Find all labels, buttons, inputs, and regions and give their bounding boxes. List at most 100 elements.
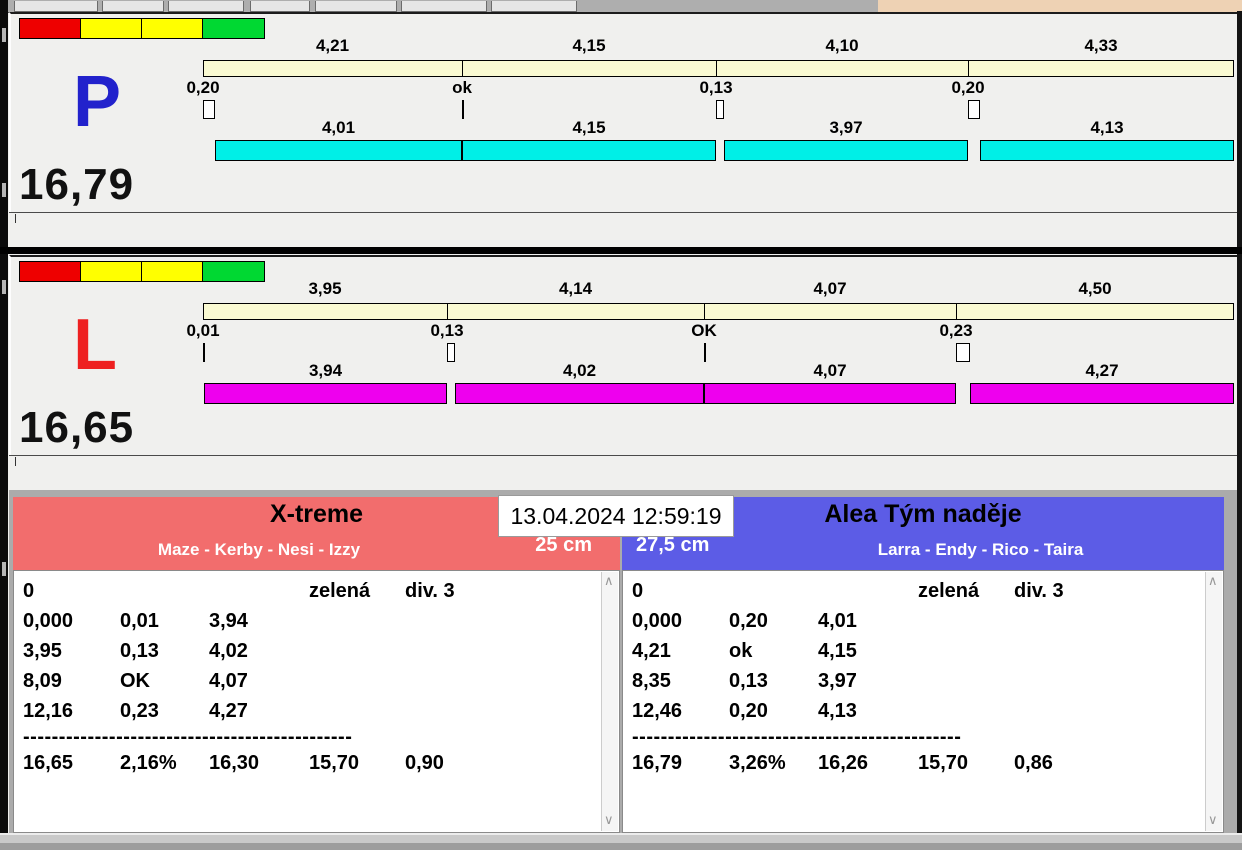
result-cell: ok [729, 640, 753, 662]
split-time-label: 3,95 [308, 279, 342, 298]
result-row: 16,65 2,16% 16,30 15,70 0,90 [14, 748, 619, 778]
scroll-down-icon[interactable]: ∨ [604, 813, 614, 828]
legend-color-box [19, 261, 82, 282]
run-time-label: 4,01 [321, 118, 356, 137]
split-times-bar [203, 303, 1234, 320]
dog-run-bar [704, 383, 956, 404]
exchange-label: ok [452, 78, 472, 97]
split-bar-divider [968, 60, 969, 77]
result-cell: 0,000 [23, 610, 74, 632]
exchange-tick [462, 100, 464, 119]
result-row: 8,35 0,13 3,97 [623, 666, 1223, 696]
exchange-tick [203, 343, 205, 362]
toolbar-button[interactable] [250, 1, 310, 12]
split-times-bar [203, 60, 1234, 77]
exchange-gap-box [956, 343, 970, 362]
result-cell: 3,94 [209, 610, 248, 632]
jump-height: 27,5 cm [636, 534, 710, 556]
scrollbar[interactable]: ∧ ∨ [1205, 572, 1222, 831]
split-bar-divider [704, 303, 705, 320]
result-cell: 0,13 [120, 640, 159, 662]
exchange-label: 0,13 [699, 78, 733, 97]
timestamp-box: 13.04.2024 12:59:19 [498, 495, 734, 537]
lane-letter: L [73, 305, 117, 385]
split-bar-divider [447, 303, 448, 320]
split-bar-divider [716, 60, 717, 77]
run-time-label: 4,02 [562, 361, 597, 380]
toolbar-button[interactable] [102, 1, 164, 12]
result-cell: 4,21 [632, 640, 671, 662]
split-bar-divider [956, 303, 957, 320]
result-cell: 0 [632, 580, 644, 602]
result-row: 4,21 ok 4,15 [623, 636, 1223, 666]
result-cell: 8,09 [23, 670, 62, 692]
result-cell: 3,95 [23, 640, 62, 662]
exchange-label: 0,20 [186, 78, 220, 97]
result-cell: zelená [309, 580, 371, 602]
dock-grip [2, 280, 6, 294]
split-time-label: 4,50 [1078, 279, 1112, 298]
title-strip [878, 0, 1242, 12]
scrollbar[interactable]: ∧ ∨ [601, 572, 618, 831]
legend-color-box [80, 18, 143, 39]
split-time-label: 4,15 [572, 36, 606, 55]
legend-color-box [202, 18, 265, 39]
result-cell: 4,01 [818, 610, 857, 632]
toolbar-button[interactable] [315, 1, 397, 12]
result-cell: 12,46 [632, 700, 683, 722]
dog-run-bar [980, 140, 1234, 161]
legend-color-box [141, 261, 204, 282]
separator-dashes: ----------------------------------------… [632, 726, 962, 748]
exchange-gap-box [447, 343, 455, 362]
run-time-label: 4,27 [1085, 361, 1119, 380]
split-time-label: 4,07 [813, 279, 847, 298]
result-cell: zelená [918, 580, 980, 602]
result-cell: 0 [23, 580, 35, 602]
dog-run-bar [970, 383, 1234, 404]
result-cell: 3,26% [729, 752, 786, 774]
cursor-tick [15, 214, 16, 223]
dog-run-bar [455, 383, 704, 404]
bottom-strip [0, 833, 1242, 843]
lane-L-section: L 16,65 3,95 4,14 4,07 4,50 0,01 3,94 0,13 4,02… [9, 255, 1237, 455]
result-cell: 2,16% [120, 752, 177, 774]
run-time-label: 3,94 [308, 361, 343, 380]
toolbar-button[interactable] [401, 1, 487, 12]
results-text-left: 0 zelená div. 3 0,000 0,01 3,94 3,95 0,13 4,02 8,… [13, 570, 620, 833]
result-cell: 16,79 [632, 752, 683, 774]
legend-color-box [80, 261, 143, 282]
exchange-tick [704, 343, 706, 362]
result-cell: 16,65 [23, 752, 74, 774]
dog-run-bar [204, 383, 447, 404]
toolbar-button[interactable] [491, 1, 577, 12]
result-cell: 4,27 [209, 700, 248, 722]
result-cell: 3,97 [818, 670, 857, 692]
scroll-up-icon[interactable]: ∧ [604, 574, 614, 589]
run-time-label: 3,97 [829, 118, 863, 137]
legend-color-box [141, 18, 204, 39]
split-time-label: 4,10 [825, 36, 859, 55]
run-time-label: 4,07 [813, 361, 847, 380]
team-name: X-treme [269, 500, 364, 528]
toolbar-button[interactable] [168, 1, 244, 12]
exchange-gap-box [716, 100, 724, 119]
dock-grip [2, 562, 6, 576]
run-time-label: 4,13 [1090, 118, 1124, 137]
run-time-label: 4,15 [572, 118, 606, 137]
result-row: 3,95 0,13 4,02 [14, 636, 619, 666]
result-cell: 0,01 [120, 610, 159, 632]
lane-P-footer-strip [9, 212, 1237, 248]
result-row: 12,46 0,20 4,13 [623, 696, 1223, 726]
jump-height: 25 cm [535, 534, 592, 556]
legend-color-box [19, 18, 82, 39]
exchange-gap-box [203, 100, 215, 119]
scroll-up-icon[interactable]: ∧ [1208, 574, 1218, 589]
result-cell: 4,02 [209, 640, 248, 662]
toolbar-button[interactable] [14, 1, 98, 12]
result-cell: 4,13 [818, 700, 857, 722]
result-cell: 4,15 [818, 640, 857, 662]
result-cell: 0,23 [120, 700, 159, 722]
scroll-down-icon[interactable]: ∨ [1208, 813, 1218, 828]
result-cell: 0,90 [405, 752, 444, 774]
